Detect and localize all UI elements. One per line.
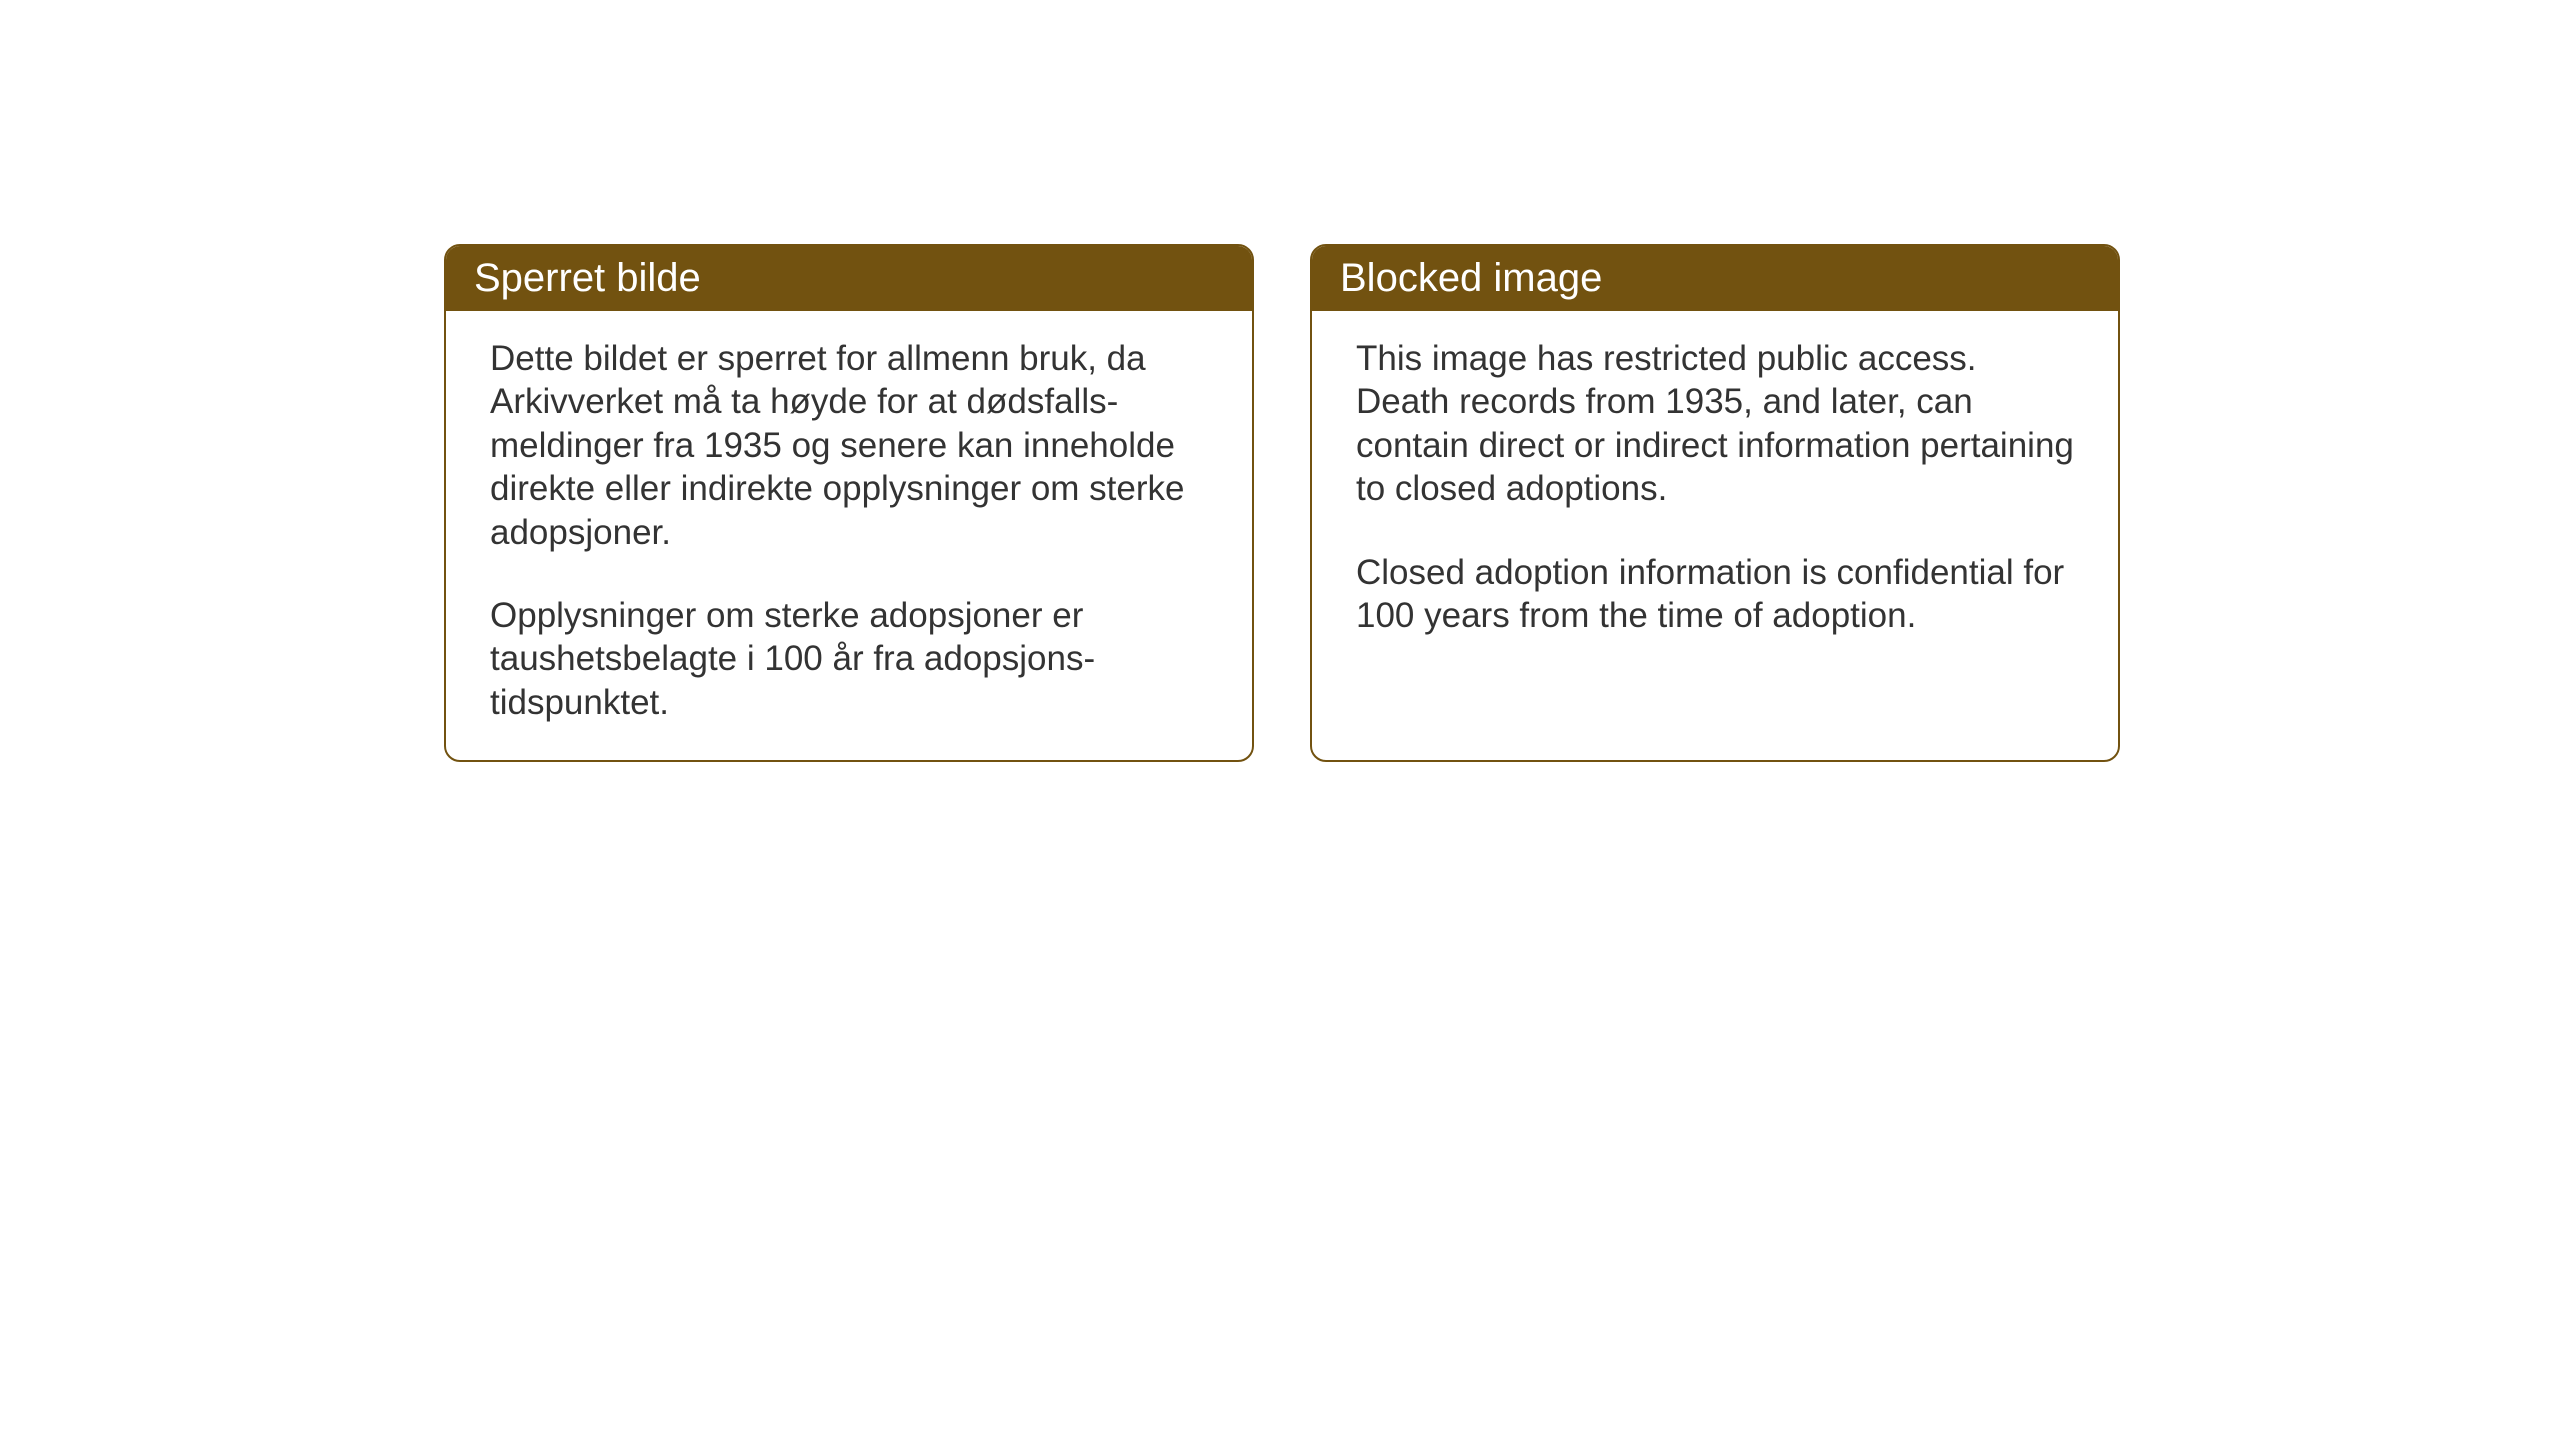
notice-body-norwegian: Dette bildet er sperret for allmenn bruk… [446,311,1252,760]
notice-container: Sperret bilde Dette bildet er sperret fo… [444,244,2120,762]
notice-paragraph: Closed adoption information is confident… [1356,551,2074,638]
notice-box-norwegian: Sperret bilde Dette bildet er sperret fo… [444,244,1254,762]
notice-paragraph: This image has restricted public access.… [1356,337,2074,511]
notice-paragraph: Opplysninger om sterke adopsjoner er tau… [490,594,1208,724]
notice-header-norwegian: Sperret bilde [446,246,1252,311]
notice-box-english: Blocked image This image has restricted … [1310,244,2120,762]
notice-header-english: Blocked image [1312,246,2118,311]
notice-body-english: This image has restricted public access.… [1312,311,2118,673]
notice-paragraph: Dette bildet er sperret for allmenn bruk… [490,337,1208,554]
